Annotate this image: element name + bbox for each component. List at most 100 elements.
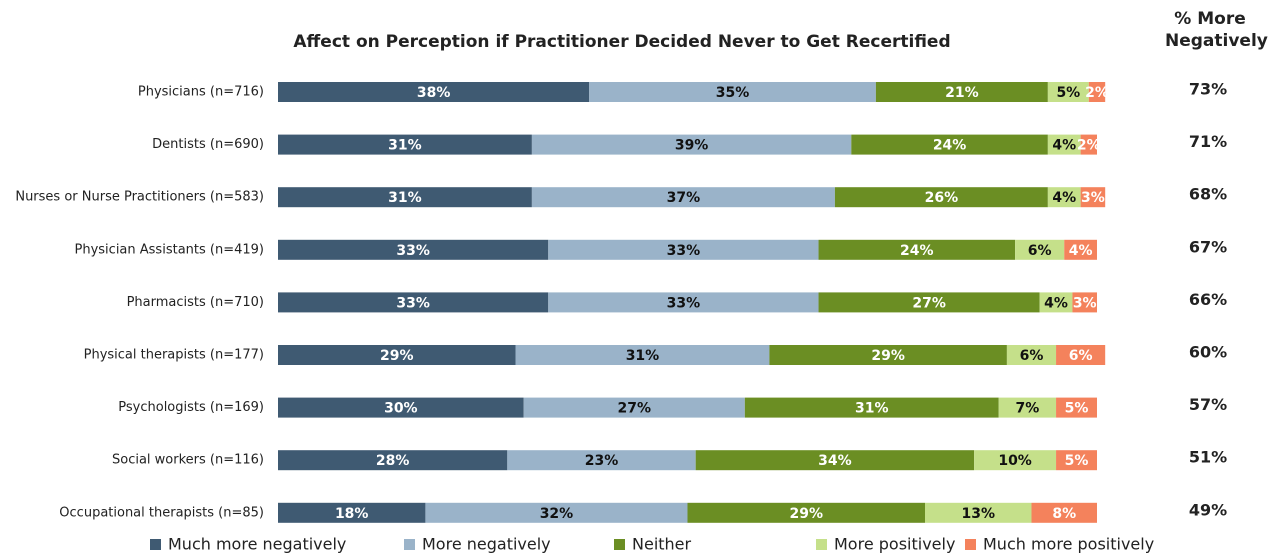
legend-swatch (965, 539, 976, 550)
bar-segment (974, 450, 1057, 471)
chart-title: Affect on Perception if Practitioner Dec… (293, 32, 950, 52)
bar-segment (834, 187, 1048, 208)
data-label: 4% (1052, 138, 1076, 154)
bar-segment (531, 187, 835, 208)
data-label: 29% (871, 348, 905, 364)
bar-segment (278, 502, 426, 523)
legend-label: Neither (632, 535, 692, 554)
data-label: 6% (1069, 348, 1093, 364)
net-value: 51% (1189, 448, 1227, 467)
data-label: 7% (1015, 401, 1039, 417)
bar-segment (278, 450, 508, 471)
y-tick-label: Physical therapists (n=177) (84, 348, 264, 363)
data-label: 29% (789, 506, 823, 522)
bar-segment (925, 502, 1032, 523)
data-label: 33% (396, 295, 430, 311)
net-value: 60% (1189, 343, 1227, 362)
data-label: 21% (945, 85, 979, 101)
bar-segment (1031, 502, 1097, 523)
bar-segment (278, 187, 532, 208)
data-label: 23% (585, 453, 619, 469)
data-label: 4% (1069, 243, 1093, 259)
data-label: 37% (667, 190, 701, 206)
data-label: 31% (855, 401, 889, 417)
data-label: 24% (933, 138, 967, 154)
data-label: 5% (1056, 85, 1080, 101)
data-label: 26% (925, 190, 959, 206)
net-value: 49% (1189, 500, 1227, 519)
data-label: 33% (667, 295, 701, 311)
bar-segment (769, 345, 1007, 365)
data-label: 8% (1052, 506, 1076, 522)
bar-segment (531, 134, 852, 155)
legend-swatch (816, 539, 827, 550)
bar-segment (1039, 292, 1073, 313)
legend-label: Much more negatively (168, 535, 346, 554)
data-label: 33% (667, 243, 701, 259)
bar-segment (1056, 345, 1106, 365)
bar-segment (548, 292, 819, 313)
data-label: 3% (1081, 190, 1105, 206)
legend-label: More negatively (422, 535, 551, 554)
bar-segment (1064, 239, 1097, 260)
data-label: 6% (1028, 243, 1052, 259)
y-tick-label: Psychologists (n=169) (118, 400, 264, 415)
y-tick-label: Dentists (n=690) (152, 137, 264, 152)
net-value: 66% (1189, 290, 1227, 309)
bar-segment (1047, 187, 1081, 208)
bar-segment (1080, 187, 1106, 208)
data-label: 28% (376, 453, 410, 469)
bar-segment (589, 82, 876, 102)
bar-segment (1047, 82, 1089, 102)
bar-segment (695, 450, 975, 471)
data-label: 34% (818, 453, 852, 469)
bar-segment (1056, 397, 1097, 418)
bar-segment (523, 397, 745, 418)
data-label: 2% (1085, 85, 1109, 101)
bar-segment (1088, 82, 1106, 102)
data-label: 4% (1052, 190, 1076, 206)
bar-segment (998, 397, 1057, 418)
data-label: 18% (335, 506, 369, 522)
bar-segment (744, 397, 999, 418)
bar-segment (278, 239, 549, 260)
legend-swatch (614, 539, 625, 550)
data-label: 30% (384, 401, 418, 417)
y-tick-label: Nurses or Nurse Practitioners (n=583) (15, 190, 264, 205)
bar-segment (507, 450, 696, 471)
data-label: 10% (998, 453, 1032, 469)
bar-segment (425, 502, 688, 523)
bar-segment (851, 134, 1048, 155)
data-label: 31% (388, 190, 422, 206)
data-label: 5% (1065, 401, 1089, 417)
y-tick-label: Physicians (n=716) (138, 85, 264, 100)
bar-segment (1015, 239, 1065, 260)
data-label: 31% (626, 348, 660, 364)
data-label: 24% (900, 243, 934, 259)
bar-segment (278, 345, 516, 365)
data-label: 27% (618, 401, 652, 417)
bar-segment (1072, 292, 1097, 313)
bar-segment (1047, 134, 1081, 155)
data-label: 39% (675, 138, 709, 154)
bar-segment (1006, 345, 1057, 365)
data-label: 6% (1020, 348, 1044, 364)
bar-segment (278, 292, 549, 313)
data-label: 2% (1077, 138, 1101, 154)
legend-label: Much more positively (983, 535, 1154, 554)
bar-segment (818, 292, 1040, 313)
data-label: 32% (540, 506, 574, 522)
bar-segment (278, 134, 532, 155)
data-label: 13% (961, 506, 995, 522)
y-tick-label: Physician Assistants (n=419) (75, 242, 264, 257)
data-label: 27% (912, 295, 946, 311)
bar-segment (875, 82, 1048, 102)
side-title: % More Negatively (1165, 9, 1268, 51)
data-label: 33% (396, 243, 430, 259)
y-tick-label: Pharmacists (n=710) (127, 295, 264, 310)
bar-segment (687, 502, 926, 523)
net-value: 67% (1189, 237, 1227, 256)
bar-segment (1056, 450, 1097, 471)
bar-segment (278, 82, 590, 102)
